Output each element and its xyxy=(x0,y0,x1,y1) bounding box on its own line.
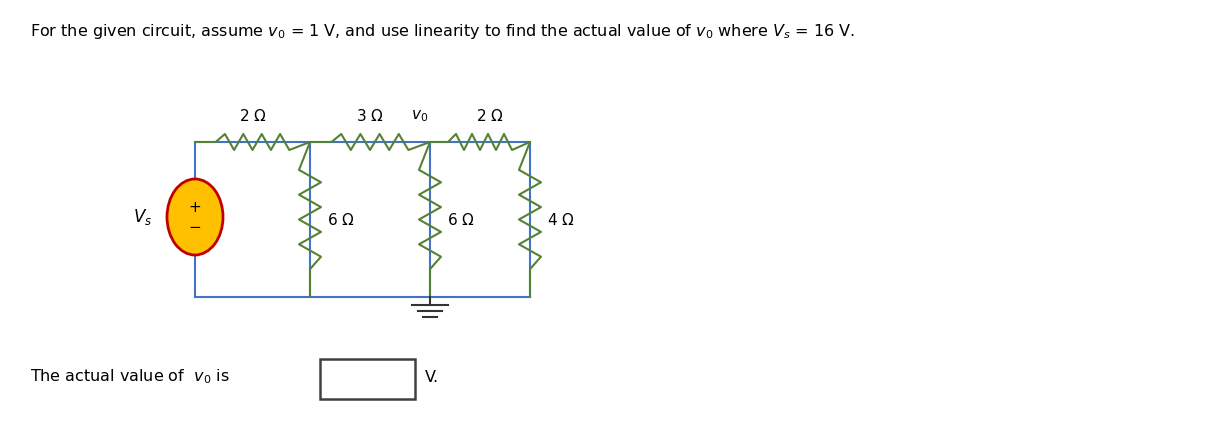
Text: 2 $\Omega$: 2 $\Omega$ xyxy=(238,108,266,124)
Text: 2 $\Omega$: 2 $\Omega$ xyxy=(477,108,503,124)
Text: For the given circuit, assume $v_0$ = 1 V, and use linearity to find the actual : For the given circuit, assume $v_0$ = 1 … xyxy=(30,22,855,41)
Text: $v_0$: $v_0$ xyxy=(411,108,428,124)
Text: 6 $\Omega$: 6 $\Omega$ xyxy=(327,212,355,228)
Text: +: + xyxy=(188,200,202,215)
Ellipse shape xyxy=(167,179,223,255)
Text: 6 $\Omega$: 6 $\Omega$ xyxy=(447,212,474,228)
Text: 4 $\Omega$: 4 $\Omega$ xyxy=(547,212,575,228)
Text: V.: V. xyxy=(426,369,439,384)
Bar xyxy=(320,359,415,399)
Text: $V_s$: $V_s$ xyxy=(133,207,152,227)
Text: −: − xyxy=(188,219,202,235)
Text: The actual value of  $v_0$ is: The actual value of $v_0$ is xyxy=(30,368,230,386)
Text: 3 $\Omega$: 3 $\Omega$ xyxy=(356,108,384,124)
